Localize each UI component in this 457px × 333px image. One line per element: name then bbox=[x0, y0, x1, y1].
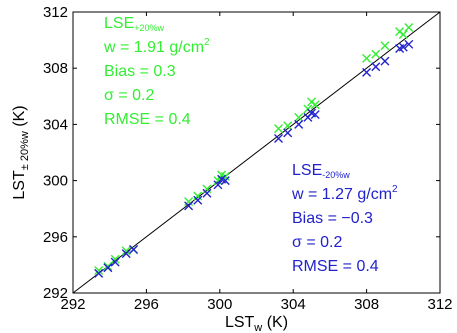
x-axis-title-sub: w bbox=[253, 322, 262, 333]
y-tick-label: 300 bbox=[43, 173, 68, 190]
annotation-line: LSE+20%w bbox=[104, 15, 165, 33]
data-point-series-2 bbox=[121, 249, 131, 259]
annotation-line: RMSE = 0.4 bbox=[292, 258, 379, 275]
y-axis-title: LST± 20%w (K) bbox=[11, 105, 31, 199]
data-point-series-2 bbox=[110, 257, 120, 267]
x-tick-label: 312 bbox=[427, 296, 452, 313]
x-tick-label: 308 bbox=[354, 296, 379, 313]
axis-ticks: 292 296 300 304 308 312 292 296 300 304 308 312 bbox=[43, 4, 453, 313]
x-tick-label: 296 bbox=[134, 296, 159, 313]
x-tick-label: 292 bbox=[60, 296, 85, 313]
reference-line-group bbox=[72, 11, 441, 294]
data-point-series-2 bbox=[404, 39, 414, 49]
x-axis-title-main: LST bbox=[225, 314, 255, 331]
annotation-line: LSE-20%w bbox=[292, 162, 350, 180]
y-tick-label: 312 bbox=[43, 4, 68, 21]
annotation-line: Bias = −0.3 bbox=[292, 210, 373, 227]
data-point-series-1 bbox=[110, 254, 120, 264]
y-tick-label: 304 bbox=[43, 116, 68, 133]
annotation-line: σ = 0.2 bbox=[292, 234, 342, 251]
annotations: LSE+20%w w = 1.91 g/cm2 Bias = 0.3 σ = 0.2 R… bbox=[103, 15, 398, 275]
y-tick-label: 308 bbox=[43, 60, 68, 77]
data-points bbox=[94, 22, 414, 278]
data-point-series-1 bbox=[274, 124, 284, 134]
data-point-series-1 bbox=[103, 261, 113, 271]
y-axis-title-sub: ± 20%w bbox=[19, 131, 31, 170]
annotation-line: w = 1.91 g/cm2 bbox=[103, 37, 210, 56]
y-axis-title-main: LST bbox=[11, 170, 28, 200]
data-point-series-2 bbox=[371, 62, 381, 72]
data-point-series-2 bbox=[94, 268, 104, 278]
data-point-series-1 bbox=[404, 22, 414, 32]
annotation-block-2: LSE-20%w w = 1.27 g/cm2 Bias = −0.3 σ = 0.2… bbox=[291, 162, 398, 275]
data-point-series-2 bbox=[213, 180, 223, 190]
x-axis-title: LSTw (K) bbox=[225, 314, 288, 333]
annotation-line: Bias = 0.3 bbox=[104, 63, 176, 80]
data-point-series-2 bbox=[398, 42, 408, 52]
data-point-series-2 bbox=[294, 119, 304, 129]
plot-frame bbox=[72, 11, 441, 294]
annotation-line: w = 1.27 g/cm2 bbox=[291, 184, 398, 203]
data-point-series-2 bbox=[193, 195, 203, 205]
data-point-series-1 bbox=[202, 184, 212, 194]
data-point-series-2 bbox=[274, 133, 284, 143]
data-point-series-1 bbox=[184, 197, 194, 207]
data-point-series-2 bbox=[184, 201, 194, 211]
data-point-series-1 bbox=[193, 191, 203, 201]
x-tick-label: 300 bbox=[207, 296, 232, 313]
y-tick-label: 296 bbox=[43, 229, 68, 246]
data-point-series-2 bbox=[380, 56, 390, 66]
data-point-series-1 bbox=[294, 112, 304, 122]
data-point-series-1 bbox=[362, 53, 372, 63]
data-point-series-2 bbox=[202, 188, 212, 198]
data-point-series-2 bbox=[129, 244, 139, 254]
data-point-series-1 bbox=[310, 100, 320, 110]
data-point-series-1 bbox=[94, 266, 104, 276]
x-axis-title-unit: (K) bbox=[262, 314, 288, 331]
data-point-series-2 bbox=[103, 263, 113, 273]
data-point-series-2 bbox=[362, 67, 372, 77]
data-point-series-2 bbox=[220, 176, 230, 186]
data-point-series-1 bbox=[283, 121, 293, 131]
annotation-line: σ = 0.2 bbox=[104, 87, 154, 104]
y-axis-title-unit: (K) bbox=[11, 105, 28, 131]
data-point-series-1 bbox=[398, 29, 408, 39]
data-point-series-1 bbox=[121, 246, 131, 256]
data-point-series-1 bbox=[380, 41, 390, 51]
one-to-one-line bbox=[72, 11, 441, 294]
annotation-block-1: LSE+20%w w = 1.91 g/cm2 Bias = 0.3 σ = 0.2 R… bbox=[103, 15, 210, 128]
data-point-series-2 bbox=[310, 110, 320, 120]
data-point-series-1 bbox=[371, 49, 381, 59]
data-point-series-2 bbox=[283, 128, 293, 138]
y-tick-label: 292 bbox=[43, 285, 68, 302]
x-tick-label: 304 bbox=[281, 296, 306, 313]
annotation-line: RMSE = 0.4 bbox=[104, 111, 191, 128]
